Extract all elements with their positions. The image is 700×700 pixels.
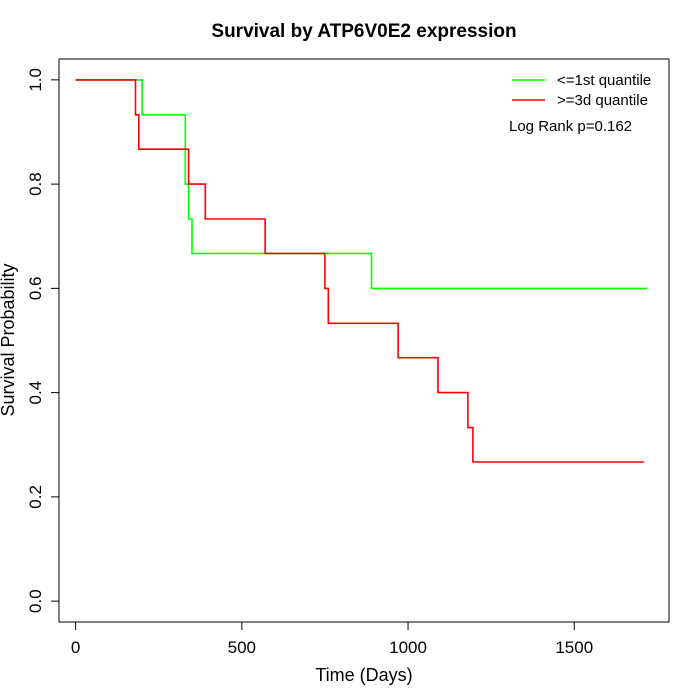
series-layer (75, 79, 648, 463)
log-rank-annotation: Log Rank p=0.162 (509, 118, 632, 135)
x-tick-label: 0 (71, 638, 80, 657)
plot-frame (58, 58, 670, 623)
y-axis: 0.0 0.2 0.4 0.6 0.8 1.0 (26, 68, 60, 613)
chart-title: Survival by ATP6V0E2 expression (211, 21, 516, 42)
legend-label-0: <=1st quantile (557, 72, 651, 89)
x-axis-label: Time (Days) (315, 665, 412, 685)
x-tick-label: 1500 (555, 638, 593, 657)
series-line-0 (75, 79, 648, 290)
x-axis: 0 500 1000 1500 (71, 621, 593, 657)
y-axis-label: Survival Probability (0, 263, 18, 416)
y-tick-label: 0.4 (26, 381, 45, 405)
y-tick-label: 0.0 (26, 589, 45, 613)
y-tick-label: 1.0 (26, 68, 45, 92)
y-tick-label: 0.8 (26, 172, 45, 196)
y-tick-label: 0.2 (26, 485, 45, 509)
x-tick-label: 500 (228, 638, 256, 657)
series-line-1 (75, 79, 645, 463)
legend-label-1: >=3d quantile (557, 92, 648, 109)
y-tick-label: 0.6 (26, 277, 45, 301)
x-tick-label: 1000 (389, 638, 427, 657)
legend: <=1st quantile >=3d quantile (512, 72, 651, 109)
